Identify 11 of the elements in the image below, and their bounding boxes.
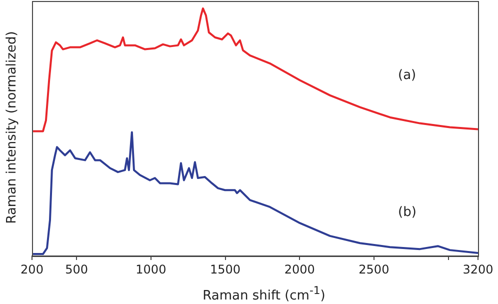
- annotation: (b): [398, 205, 416, 220]
- x-tick-label: 1500: [210, 262, 241, 276]
- x-tick-label: 1000: [136, 262, 166, 276]
- x-axis-title: Raman shift (cm$^{-1}$): [202, 284, 326, 304]
- x-tick-label: 200: [20, 262, 44, 276]
- x-tick-label: 3200: [462, 262, 494, 276]
- x-tick-label: 2500: [358, 262, 390, 276]
- y-axis-title: Raman intensity (normalized): [4, 30, 20, 226]
- annotation: (a): [398, 68, 416, 83]
- x-tick-label: 2000: [284, 262, 315, 276]
- x-tick-label: 500: [65, 262, 88, 276]
